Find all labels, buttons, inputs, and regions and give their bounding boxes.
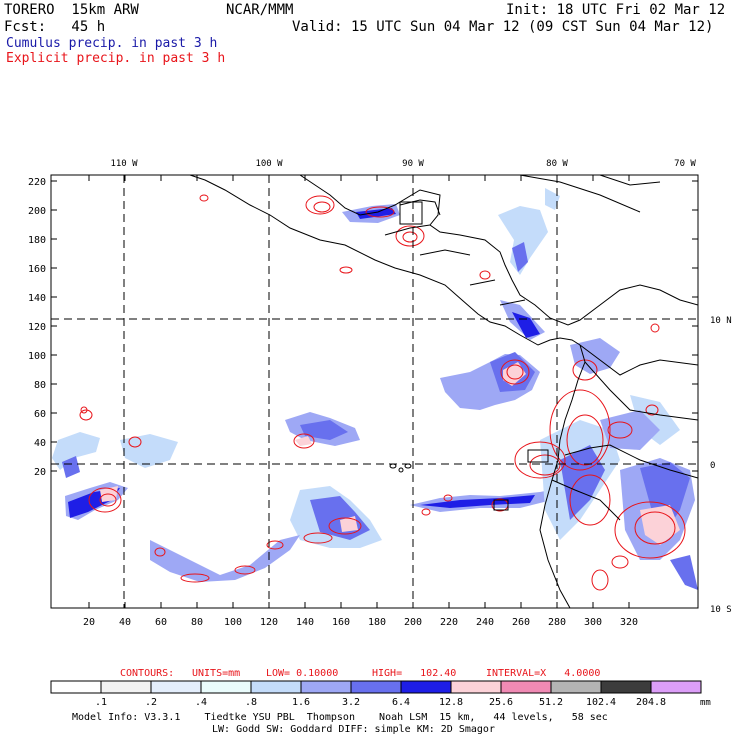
x-tick-label: 260	[512, 617, 530, 628]
x-tick-label: 20	[83, 617, 95, 628]
colorbar-swatch	[450, 680, 502, 694]
colorbar-label: .4	[195, 697, 207, 708]
longitude-label: 100 W	[255, 159, 283, 169]
colorbar-swatch	[650, 680, 702, 694]
x-tick-label: 300	[584, 617, 602, 628]
latitude-label: 0	[710, 461, 715, 471]
x-tick-label: 200	[404, 617, 422, 628]
contour-high: HIGH= 102.40	[372, 668, 457, 679]
latitude-label: 10 N	[710, 316, 732, 326]
longitude-label: 110 W	[110, 159, 138, 169]
y-tick-label: 40	[34, 438, 46, 449]
colorbar-label: 3.2	[342, 697, 360, 708]
longitude-label: 90 W	[402, 159, 424, 169]
colorbar-swatch	[500, 680, 552, 694]
explicit-precip-contours	[79, 194, 686, 591]
x-tick-label: 220	[440, 617, 458, 628]
x-tick-label: 60	[155, 617, 167, 628]
latitude-labels: 10 N 0 10 S	[710, 316, 732, 615]
physics-info: LW: Godd SW: Goddard DIFF: simple KM: 2D…	[212, 724, 495, 735]
coastlines	[189, 175, 698, 608]
colorbar-unit: mm	[700, 698, 711, 708]
y-tick-label: 180	[28, 235, 46, 246]
y-tick-label: 120	[28, 322, 46, 333]
init-time: Init: 18 UTC Fri 02 Mar 12	[506, 2, 726, 18]
lat-lon-grid	[51, 175, 698, 608]
model-name: TORERO 15km ARW	[4, 2, 139, 18]
contour-interval: INTERVAL=X 4.0000	[486, 668, 601, 679]
colorbar-label: 102.4	[586, 697, 616, 708]
y-tick-label: 60	[34, 409, 46, 420]
colorbar-swatch	[250, 680, 302, 694]
colorbar-swatch	[400, 680, 452, 694]
cumulus-precip-shading	[52, 188, 698, 590]
latitude-label: 10 S	[710, 605, 732, 615]
colorbar-label: .2	[145, 697, 157, 708]
map-frame	[50, 174, 699, 609]
y-tick-label: 200	[28, 206, 46, 217]
x-tick-label: 320	[620, 617, 638, 628]
colorbar-label: 12.8	[439, 697, 463, 708]
cumulus-legend-line: Cumulus precip. in past 3 h	[6, 36, 218, 51]
x-tick-label: 160	[332, 617, 350, 628]
x-tick-label: 40	[119, 617, 131, 628]
contour-units: UNITS=mm	[192, 668, 241, 679]
contour-low: LOW= 0.10000	[266, 668, 339, 679]
x-tick-label: 280	[548, 617, 566, 628]
x-tick-label: 140	[296, 617, 314, 628]
y-tick-label: 80	[34, 380, 46, 391]
colorbar-swatch	[150, 680, 202, 694]
y-tick-label: 140	[28, 293, 46, 304]
valid-time: Valid: 15 UTC Sun 04 Mar 12 (09 CST Sun …	[292, 19, 714, 35]
x-tick-label: 100	[224, 617, 242, 628]
x-tick-label: 80	[191, 617, 203, 628]
y-tick-label: 100	[28, 351, 46, 362]
x-tick-label: 240	[476, 617, 494, 628]
colorbar-swatch	[50, 680, 102, 694]
colorbar-label: 204.8	[636, 697, 666, 708]
longitude-label: 80 W	[546, 159, 568, 169]
explicit-legend-line: Explicit precip. in past 3 h	[6, 51, 226, 66]
explicit-precip-shading	[100, 362, 680, 545]
longitude-label: 70 W	[674, 159, 696, 169]
colorbar: .1 .2 .4 .8 1.6 3.2 6.4 12.8 25.6 51.2 102.4 204.8 m…	[50, 680, 711, 708]
colorbar-label: 6.4	[392, 697, 410, 708]
y-tick-label: 220	[28, 177, 46, 188]
model-info: Model Info: V3.3.1 Tiedtke YSU PBL Thomp…	[72, 712, 608, 723]
colorbar-swatch	[200, 680, 252, 694]
colorbar-label: 51.2	[539, 697, 563, 708]
colorbar-label: 25.6	[489, 697, 513, 708]
colorbar-label: 1.6	[292, 697, 310, 708]
x-tick-label: 120	[260, 617, 278, 628]
colorbar-swatch	[600, 680, 652, 694]
y-tick-label: 160	[28, 264, 46, 275]
y-axis-ticks: 220 200 180 160 140 120 100 80 60 40 20	[28, 177, 698, 478]
colorbar-swatch	[300, 680, 352, 694]
colorbar-swatch	[350, 680, 402, 694]
colorbar-swatch	[550, 680, 602, 694]
colorbar-label: .1	[95, 697, 107, 708]
colorbar-swatch	[100, 680, 152, 694]
x-tick-label: 180	[368, 617, 386, 628]
longitude-labels: 110 W 100 W 90 W 80 W 70 W	[110, 159, 696, 169]
colorbar-label: .8	[245, 697, 257, 708]
contour-label: CONTOURS:	[120, 668, 175, 679]
forecast-hour: Fcst: 45 h	[4, 19, 106, 35]
x-axis-ticks: 20 40 60 80 100 120 140 160 180 200 220 240 260 280 30…	[83, 175, 638, 628]
y-tick-label: 20	[34, 467, 46, 478]
center-name: NCAR/MMM	[226, 2, 294, 18]
